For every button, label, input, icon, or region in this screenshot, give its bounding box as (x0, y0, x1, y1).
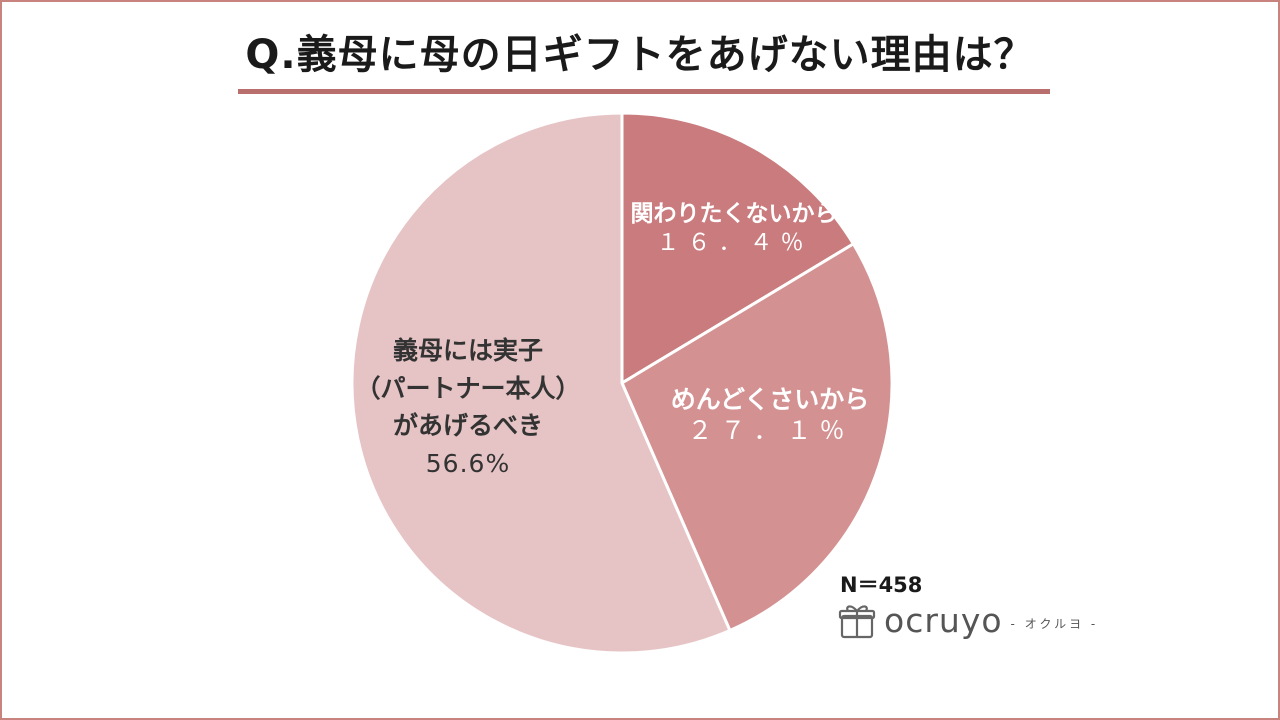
slice-label-1-name: 関わりたくないから (630, 201, 838, 227)
slice-label-1: 関わりたくないから １６．４％ (614, 200, 854, 258)
chart-title: Q.義母に母の日ギフトをあげない理由は？ (245, 32, 1035, 78)
brand-subtitle: - オクルヨ - (1010, 617, 1099, 631)
slice-label-3-line-2: （パートナー本人） (355, 373, 581, 403)
slice-label-3-line-3: があげるべき (392, 411, 543, 440)
brand-logo: ocruyo - オクルヨ - (838, 601, 1098, 640)
title-underline (238, 89, 1050, 94)
slice-label-3-line-1: 義母には実子 (392, 336, 543, 365)
slice-label-1-value: １６．４％ (656, 229, 812, 256)
pie-slice-1 (620, 111, 856, 386)
slice-label-2: めんどくさいから ２７．１％ (650, 384, 890, 447)
slice-label-2-name: めんどくさいから (670, 385, 870, 414)
slice-label-3-value: 56.6% (425, 448, 511, 478)
slice-label-3: 義母には実子 （パートナー本人） があげるべき 56.6% (348, 332, 588, 482)
pie-slice-3 (350, 111, 732, 655)
brand-name: ocruyo (884, 601, 1003, 640)
pie-slice-2 (620, 241, 894, 633)
slice-label-2-value: ２７．１％ (687, 416, 853, 446)
gift-icon (838, 604, 876, 638)
sample-size: N＝458 (840, 573, 923, 597)
